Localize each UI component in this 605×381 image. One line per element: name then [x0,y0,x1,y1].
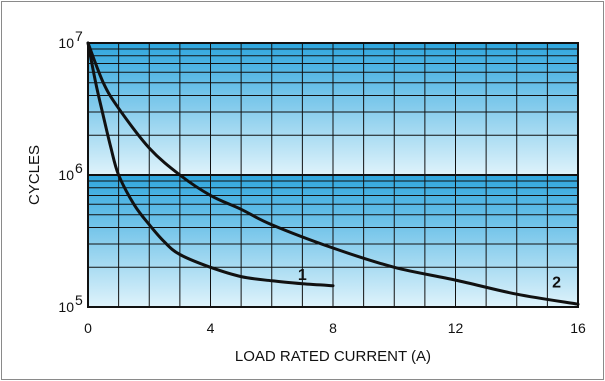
y-axis-title: CYCLES [26,145,43,205]
x-axis-title: LOAD RATED CURRENT (A) [235,348,431,365]
y-tick-label: 10 [58,167,74,183]
x-tick-label: 0 [84,320,92,336]
y-tick-base: 10 [58,35,74,51]
curve-label-1: 1 [298,267,307,284]
y-tick-label: 10 [58,35,74,51]
plot-grid [87,42,579,308]
curve-2 [86,41,580,306]
y-tick-base: 10 [58,299,74,315]
y-tick-exponent: 5 [75,292,83,308]
y-tick-label: 10 [58,299,74,315]
x-tick-label: 4 [207,320,215,336]
curve-1 [86,41,335,288]
y-tick-exponent: 7 [75,28,83,44]
x-tick-label: 12 [448,320,464,336]
y-tick-base: 10 [58,167,74,183]
y-tick-exponent: 6 [75,160,83,176]
x-tick-label: 8 [329,320,337,336]
plot-border [87,42,579,308]
x-tick-label: 16 [570,320,586,336]
curve-label-2: 2 [552,275,561,292]
